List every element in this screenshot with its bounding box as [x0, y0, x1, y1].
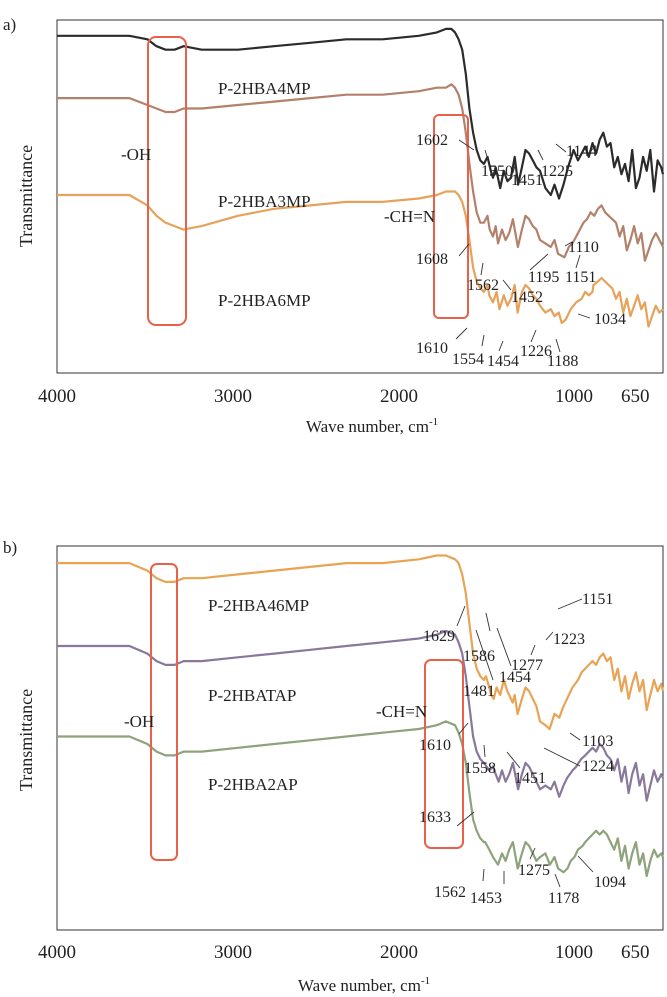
peak-label: 1451: [511, 172, 543, 189]
series-line-p-2hba2ap: [57, 720, 664, 878]
peak-label: 1451: [514, 770, 546, 787]
peak-label: 1608: [416, 251, 448, 268]
series-line-p-2hba3mp: [57, 83, 664, 262]
oh-highlight-box-a: [147, 36, 187, 326]
peak-label: 1610: [416, 340, 448, 357]
peak-labels-b: 1629 1586 1481 1454 1277 1223 1151 1610 …: [419, 591, 626, 907]
x-axis-label-sup-a: -1: [429, 416, 438, 428]
x-ticks-b: 4000 3000 2000 1000 650: [38, 942, 650, 963]
x-tick-label: 3000: [214, 386, 252, 407]
x-tick-label: 2000: [380, 942, 418, 963]
chn-highlight-box-a: [433, 114, 469, 319]
peak-label: 1550: [481, 163, 513, 180]
peak-label: 1103: [582, 733, 613, 750]
peak-label: 1178: [548, 890, 579, 907]
x-ticks-a: 4000 3000 2000 1000 650: [38, 386, 650, 407]
x-tick-label: 650: [621, 386, 650, 407]
peak-label: 1452: [511, 289, 543, 306]
x-axis-label-b: Wave number, cm-1: [298, 975, 430, 995]
x-tick-label: 3000: [214, 942, 252, 963]
peak-label: 1034: [594, 311, 626, 328]
peak-label: 1110: [568, 239, 599, 256]
peak-leader-lines-a: [455, 139, 591, 353]
peak-label: 1226: [520, 343, 552, 360]
peak-label: 1633: [419, 809, 451, 826]
panel-b: b) Transmittance Wave number, cm-1 4000 …: [3, 538, 665, 995]
series-label-p-2hba6mp: P-2HBA6MP: [218, 291, 311, 310]
y-axis-label-a: Transmittance: [16, 145, 36, 247]
peak-label: 1195: [528, 269, 559, 286]
group-label-oh: -OH: [124, 712, 154, 731]
x-tick-label: 1000: [555, 942, 593, 963]
peak-label: 1481: [463, 683, 495, 700]
peak-label: 1454: [487, 353, 519, 370]
peak-label: 1454: [499, 669, 531, 686]
peak-label: 1151: [565, 269, 596, 286]
peak-label: 1277: [511, 657, 543, 674]
peak-leader-lines-b: [456, 598, 594, 888]
peak-label: 1610: [419, 737, 451, 754]
peak-label: 1562: [467, 277, 499, 294]
series-lines-b: [57, 554, 665, 878]
peak-label: 1586: [463, 648, 495, 665]
chn-highlight-box-b: [424, 659, 464, 849]
x-axis-label-a: Wave number, cm-1: [306, 416, 438, 436]
peak-label: 1144: [566, 143, 597, 160]
panel-label-a: a): [3, 15, 16, 34]
peak-label: 1224: [582, 758, 614, 775]
x-tick-label: 4000: [38, 386, 76, 407]
x-axis-label-main-b: Wave number, cm: [298, 976, 421, 995]
x-tick-label: 1000: [555, 386, 593, 407]
x-tick-label: 2000: [380, 386, 418, 407]
peak-label: 1275: [518, 862, 550, 879]
series-label-p-2hba4mp: P-2HBA4MP: [218, 79, 311, 98]
series-label-p-2hba2ap: P-2HBA2AP: [208, 775, 298, 794]
oh-highlight-box-b: [150, 563, 178, 861]
group-label-chn: -CH=N: [376, 702, 427, 721]
peak-label: 1151: [582, 591, 613, 608]
y-axis-label-b: Transmittance: [16, 689, 36, 791]
series-label-p-2hba3mp: P-2HBA3MP: [218, 192, 311, 211]
x-tick-label: 650: [621, 942, 650, 963]
group-label-chn: -CH=N: [384, 207, 435, 226]
peak-label: 1629: [423, 628, 455, 645]
peak-label: 1554: [452, 351, 484, 368]
panel-a: a) Transmittance Wave number, cm-1 4000 …: [3, 15, 665, 436]
series-label-p-2hbatap: P-2HBATAP: [208, 686, 296, 705]
x-tick-label: 4000: [38, 942, 76, 963]
peak-label: 1562: [434, 884, 466, 901]
peak-label: 1602: [416, 132, 448, 149]
peak-label: 1225: [541, 163, 573, 180]
plot-frame-b: [56, 545, 664, 931]
peak-labels-a: 1602 1550 1451 1225 1144 1608 1562 1452 …: [416, 132, 626, 370]
peak-label: 1223: [553, 631, 585, 648]
series-line-p-2hba4mp: [57, 27, 665, 200]
group-label-oh: -OH: [121, 145, 151, 164]
peak-label: 1094: [594, 874, 626, 891]
series-line-p-2hba46mp: [57, 554, 665, 731]
series-line-p-2hba6mp: [57, 190, 664, 328]
series-line-p-2hbatap: [57, 629, 664, 802]
peak-label: 1558: [464, 760, 496, 777]
plot-frame-a: [56, 19, 664, 374]
x-axis-label-main-a: Wave number, cm: [306, 417, 429, 436]
panel-label-b: b): [3, 538, 17, 557]
x-axis-label-sup-b: -1: [421, 975, 430, 987]
peak-label: 1453: [470, 890, 502, 907]
series-label-p-2hba46mp: P-2HBA46MP: [208, 596, 309, 615]
peak-label: 1188: [547, 353, 578, 370]
series-lines-a: [57, 27, 665, 328]
